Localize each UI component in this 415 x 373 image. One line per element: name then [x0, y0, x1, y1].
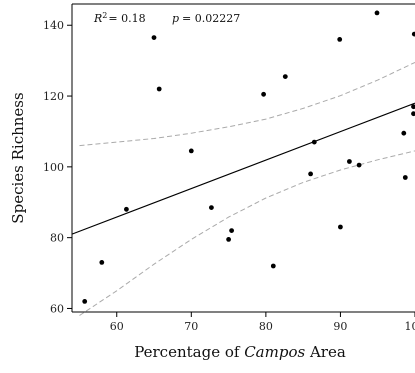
data-point — [411, 31, 415, 37]
regression-line — [71, 102, 415, 235]
r-squared-exponent: 2 — [102, 11, 107, 20]
data-points — [82, 10, 415, 304]
data-point — [338, 224, 343, 230]
data-point — [308, 171, 313, 177]
data-point — [356, 162, 362, 168]
r-squared-annotation: R2= 0.18 — [93, 11, 146, 25]
x-axis-title: Percentage of Campos Area — [134, 343, 346, 361]
ci-upper-line — [79, 61, 415, 147]
axes: 60 70 80 90 100 60 80 100 120 140 — [43, 3, 415, 333]
data-point — [337, 37, 343, 42]
data-point — [282, 74, 288, 79]
data-point — [261, 91, 266, 97]
data-point — [209, 205, 214, 211]
r-squared-value: = 0.18 — [108, 12, 145, 25]
data-point — [411, 104, 415, 110]
y-tick-label: 120 — [43, 90, 64, 103]
data-point — [401, 130, 407, 136]
data-point — [151, 35, 157, 40]
data-point — [124, 206, 129, 212]
p-value-annotation: p = 0.02227 — [172, 12, 240, 25]
x-tick-label: 60 — [110, 320, 124, 333]
data-point — [270, 263, 276, 269]
y-tick-label: 60 — [50, 302, 64, 315]
data-point — [347, 159, 352, 164]
x-tick-label: 90 — [333, 320, 347, 333]
x-tick-label: 70 — [184, 320, 198, 333]
y-tick-label: 140 — [43, 19, 64, 32]
confidence-band — [79, 61, 415, 316]
y-tick-label: 100 — [43, 161, 64, 174]
data-point — [229, 228, 235, 234]
data-point — [156, 86, 162, 92]
p-value-value: = 0.02227 — [182, 12, 240, 25]
data-point — [311, 139, 317, 145]
data-point — [82, 299, 88, 304]
ci-lower-line — [79, 150, 415, 316]
data-point — [374, 10, 380, 16]
x-tick-label: 80 — [259, 320, 273, 333]
x-tick-label: 100 — [405, 320, 415, 333]
data-point — [402, 175, 408, 180]
data-point — [188, 148, 194, 154]
r-squared-symbol: R — [93, 12, 102, 25]
data-point — [226, 237, 232, 242]
data-point — [99, 260, 105, 265]
p-value-symbol: p — [172, 12, 179, 25]
data-point — [411, 111, 415, 117]
y-tick-label: 80 — [50, 232, 64, 245]
y-axis-title: Species Richness — [9, 92, 27, 223]
